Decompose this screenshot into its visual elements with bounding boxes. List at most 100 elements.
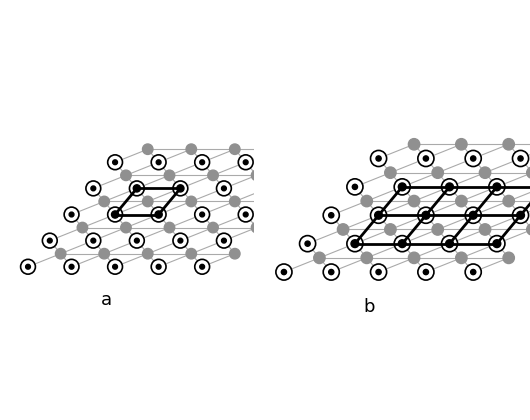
Circle shape bbox=[86, 181, 101, 196]
Circle shape bbox=[323, 207, 339, 223]
Circle shape bbox=[86, 233, 101, 248]
Circle shape bbox=[489, 236, 505, 252]
Circle shape bbox=[385, 167, 396, 178]
Circle shape bbox=[376, 156, 381, 161]
Circle shape bbox=[143, 144, 153, 155]
Circle shape bbox=[489, 179, 505, 195]
Circle shape bbox=[64, 259, 79, 274]
Circle shape bbox=[91, 186, 96, 191]
Circle shape bbox=[409, 195, 420, 207]
Circle shape bbox=[208, 222, 218, 233]
Circle shape bbox=[260, 181, 275, 196]
Circle shape bbox=[503, 252, 515, 263]
Circle shape bbox=[446, 240, 454, 247]
Circle shape bbox=[422, 211, 430, 219]
Circle shape bbox=[329, 270, 334, 275]
Circle shape bbox=[465, 207, 481, 223]
Circle shape bbox=[281, 270, 287, 275]
Circle shape bbox=[251, 170, 262, 181]
Circle shape bbox=[69, 212, 74, 217]
Circle shape bbox=[143, 249, 153, 259]
Circle shape bbox=[25, 264, 30, 269]
Text: a: a bbox=[101, 291, 112, 309]
Circle shape bbox=[479, 224, 491, 235]
Circle shape bbox=[471, 213, 476, 218]
Circle shape bbox=[409, 139, 420, 150]
Circle shape bbox=[494, 184, 499, 189]
Circle shape bbox=[323, 264, 339, 280]
Circle shape bbox=[178, 186, 183, 191]
Circle shape bbox=[186, 196, 197, 207]
Circle shape bbox=[527, 167, 530, 178]
Circle shape bbox=[21, 259, 36, 274]
Circle shape bbox=[375, 211, 383, 219]
Circle shape bbox=[432, 167, 444, 178]
Circle shape bbox=[156, 264, 161, 269]
Circle shape bbox=[441, 179, 457, 195]
Circle shape bbox=[121, 222, 131, 233]
Circle shape bbox=[394, 179, 410, 195]
Circle shape bbox=[229, 249, 240, 259]
Circle shape bbox=[400, 184, 405, 189]
Circle shape bbox=[503, 139, 515, 150]
Circle shape bbox=[155, 211, 162, 218]
Circle shape bbox=[195, 259, 209, 274]
Circle shape bbox=[418, 207, 434, 223]
Circle shape bbox=[200, 160, 205, 165]
Circle shape bbox=[446, 183, 454, 191]
Circle shape bbox=[338, 224, 349, 235]
Circle shape bbox=[370, 264, 386, 280]
Circle shape bbox=[456, 139, 467, 150]
Circle shape bbox=[299, 236, 316, 252]
Circle shape bbox=[200, 212, 205, 217]
Circle shape bbox=[222, 186, 226, 191]
Circle shape bbox=[113, 264, 118, 269]
Circle shape bbox=[243, 212, 248, 217]
Circle shape bbox=[370, 150, 386, 166]
Circle shape bbox=[399, 183, 406, 191]
Circle shape bbox=[471, 270, 476, 275]
Circle shape bbox=[361, 195, 373, 207]
Circle shape bbox=[143, 196, 153, 207]
Circle shape bbox=[200, 264, 205, 269]
Circle shape bbox=[113, 160, 118, 165]
Circle shape bbox=[229, 144, 240, 155]
Circle shape bbox=[456, 195, 467, 207]
Circle shape bbox=[385, 224, 396, 235]
Circle shape bbox=[135, 238, 139, 243]
Circle shape bbox=[409, 252, 420, 263]
Circle shape bbox=[164, 170, 175, 181]
Circle shape bbox=[518, 156, 523, 161]
Circle shape bbox=[513, 207, 528, 223]
Circle shape bbox=[129, 181, 144, 196]
Circle shape bbox=[314, 252, 325, 263]
Circle shape bbox=[513, 150, 528, 166]
Circle shape bbox=[151, 155, 166, 170]
Circle shape bbox=[518, 213, 523, 218]
Circle shape bbox=[186, 249, 197, 259]
Circle shape bbox=[316, 144, 327, 155]
Circle shape bbox=[173, 233, 188, 248]
Circle shape bbox=[503, 195, 515, 207]
Circle shape bbox=[265, 186, 270, 191]
Circle shape bbox=[287, 160, 292, 165]
Circle shape bbox=[217, 181, 231, 196]
Circle shape bbox=[347, 236, 363, 252]
Circle shape bbox=[276, 264, 292, 280]
Circle shape bbox=[121, 170, 131, 181]
Circle shape bbox=[456, 252, 467, 263]
Circle shape bbox=[517, 211, 525, 219]
Circle shape bbox=[351, 240, 359, 247]
Circle shape bbox=[493, 183, 501, 191]
Circle shape bbox=[151, 207, 166, 222]
Circle shape bbox=[99, 249, 109, 259]
Circle shape bbox=[376, 213, 381, 218]
Circle shape bbox=[305, 241, 310, 246]
Circle shape bbox=[352, 241, 358, 246]
Circle shape bbox=[441, 236, 457, 252]
Circle shape bbox=[217, 233, 231, 248]
Circle shape bbox=[418, 264, 434, 280]
Circle shape bbox=[243, 160, 248, 165]
Circle shape bbox=[229, 196, 240, 207]
Circle shape bbox=[295, 170, 305, 181]
